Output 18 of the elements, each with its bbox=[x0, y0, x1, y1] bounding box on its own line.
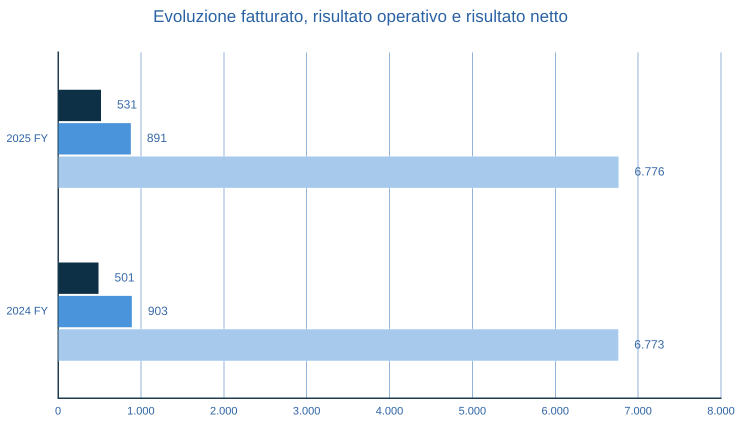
data-label: 6.773 bbox=[634, 337, 665, 352]
data-label: 903 bbox=[148, 304, 168, 318]
data-label: 531 bbox=[117, 98, 138, 112]
x-tick-label: 0 bbox=[54, 406, 62, 418]
data-label: 891 bbox=[146, 131, 168, 146]
y-tick-label: 2025 FY bbox=[6, 132, 49, 145]
data-label: 6.776 bbox=[634, 164, 665, 179]
x-tick-label: 3.000 bbox=[292, 406, 320, 418]
x-tick-label: 6.000 bbox=[541, 406, 570, 418]
x-tick-label: 2.000 bbox=[210, 406, 238, 418]
x-tick-label: 4.000 bbox=[376, 406, 404, 418]
x-tick-label: 5.000 bbox=[458, 406, 486, 418]
x-tick-label: 8.000 bbox=[707, 406, 735, 418]
y-tick-label: 2024 FY bbox=[6, 306, 49, 318]
chart-title: Evoluzione fatturato, risultato operativo e risultato netto bbox=[153, 6, 568, 26]
x-tick-label: 7.000 bbox=[624, 406, 652, 418]
x-tick-label: 1.000 bbox=[127, 406, 155, 418]
data-label: 501 bbox=[114, 270, 135, 285]
